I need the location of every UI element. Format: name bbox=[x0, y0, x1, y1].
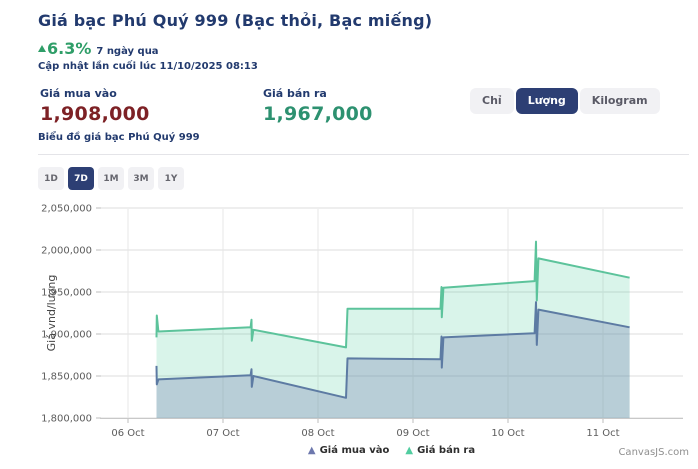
unit-button-kilogram[interactable]: Kilogram bbox=[579, 88, 660, 114]
unit-button-chi[interactable]: Chỉ bbox=[470, 88, 514, 114]
series-line[interactable] bbox=[155, 301, 630, 399]
legend-item[interactable]: ▲ Giá bán ra bbox=[405, 445, 475, 456]
x-tick-label: 11 Oct bbox=[586, 428, 619, 439]
legend-label: Giá mua vào bbox=[319, 445, 390, 456]
unit-toggle: Chỉ Lượng Kilogram bbox=[470, 88, 660, 114]
series-area[interactable] bbox=[156, 241, 630, 418]
legend-triangle-icon: ▲ bbox=[307, 444, 316, 456]
sell-price-label: Giá bán ra bbox=[263, 87, 327, 100]
divider bbox=[38, 154, 689, 155]
y-tick-label: 1,800,000 bbox=[41, 414, 92, 425]
series-line[interactable] bbox=[155, 240, 630, 349]
page-title: Giá bạc Phú Quý 999 (Bạc thỏi, Bạc miếng… bbox=[38, 11, 433, 30]
y-tick-label: 2,000,000 bbox=[41, 246, 92, 257]
sell-price-block: Giá bán ra 1,967,000 bbox=[263, 87, 373, 125]
range-button-1d[interactable]: 1D bbox=[38, 167, 64, 190]
buy-price-value: 1,908,000 bbox=[40, 103, 150, 125]
y-tick-label: 1,950,000 bbox=[41, 288, 92, 299]
canvasjs-watermark[interactable]: CanvasJS.com bbox=[618, 447, 689, 458]
series-area[interactable] bbox=[156, 302, 630, 418]
buy-price-label: Giá mua vào bbox=[40, 87, 117, 100]
sell-price-value: 1,967,000 bbox=[263, 103, 373, 125]
legend-item[interactable]: ▲ Giá mua vào bbox=[308, 445, 389, 456]
chart-subtitle: Biểu đồ giá bạc Phú Quý 999 bbox=[38, 132, 200, 143]
x-tick-label: 09 Oct bbox=[396, 428, 429, 439]
range-button-1y[interactable]: 1Y bbox=[158, 167, 184, 190]
last-updated: Cập nhật lần cuối lúc 11/10/2025 08:13 bbox=[38, 61, 258, 72]
buy-price-block: Giá mua vào 1,908,000 bbox=[40, 87, 150, 125]
legend-label: Giá bán ra bbox=[417, 445, 476, 456]
range-button-3m[interactable]: 3M bbox=[128, 167, 154, 190]
y-axis-title: Giá vnd/lượng bbox=[45, 275, 58, 352]
x-tick-label: 06 Oct bbox=[111, 428, 144, 439]
price-chart-svg[interactable]: 1,800,000 1,850,000 1,900,000 1,950,000 2,00… bbox=[0, 200, 698, 442]
x-tick-label: 07 Oct bbox=[206, 428, 239, 439]
price-change: 6.3% 7 ngày qua bbox=[38, 39, 159, 58]
price-chart: 1,800,000 1,850,000 1,900,000 1,950,000 2,00… bbox=[0, 200, 698, 469]
range-button-1m[interactable]: 1M bbox=[98, 167, 124, 190]
range-button-7d[interactable]: 7D bbox=[68, 167, 94, 190]
range-buttons: 1D 7D 1M 3M 1Y bbox=[38, 167, 184, 190]
unit-button-luong[interactable]: Lượng bbox=[515, 88, 578, 114]
change-percent: 6.3% bbox=[47, 39, 92, 58]
change-period: 7 ngày qua bbox=[96, 46, 159, 57]
y-tick-label: 1,850,000 bbox=[41, 372, 92, 383]
x-tick-label: 10 Oct bbox=[491, 428, 524, 439]
x-tick-label: 08 Oct bbox=[301, 428, 334, 439]
y-tick-label: 2,050,000 bbox=[41, 204, 92, 215]
up-triangle-icon bbox=[38, 45, 46, 52]
y-tick-label: 1,900,000 bbox=[41, 330, 92, 341]
legend-triangle-icon: ▲ bbox=[405, 444, 414, 456]
chart-legend: ▲ Giá mua vào ▲ Giá bán ra bbox=[100, 445, 683, 456]
